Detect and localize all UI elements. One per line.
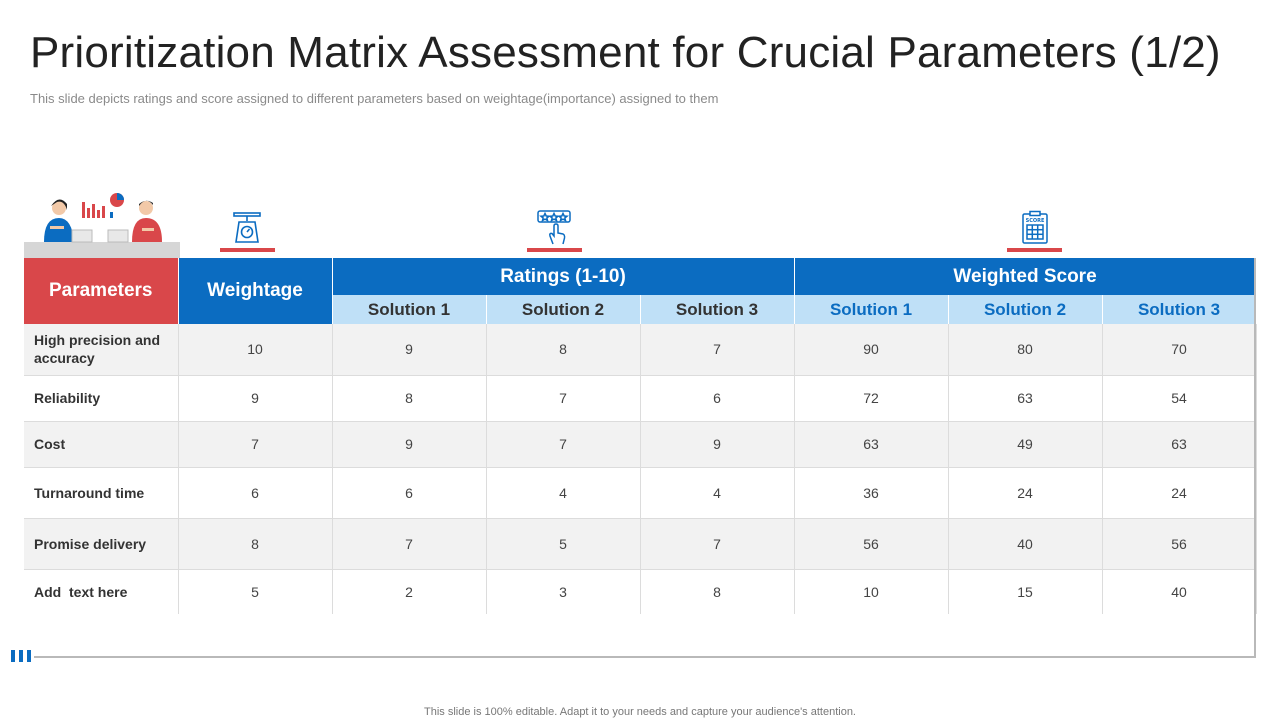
row-weightage: 6 xyxy=(178,467,333,519)
header-ratings: Ratings (1-10) xyxy=(332,258,795,295)
row-weightage: 8 xyxy=(178,518,333,570)
row-rating-2: 8 xyxy=(486,324,641,376)
header-score-solution-1: Solution 1 xyxy=(794,295,949,324)
header-rating-solution-1: Solution 1 xyxy=(332,295,487,324)
score-icon-bar xyxy=(1007,248,1062,252)
row-score-2: 40 xyxy=(948,518,1103,570)
row-score-1: 63 xyxy=(794,421,949,468)
table-row: Add text here 5 2 3 8 10 15 40 xyxy=(24,569,1257,614)
row-rating-1: 9 xyxy=(332,421,487,468)
row-score-1: 36 xyxy=(794,467,949,519)
header-score-solution-2: Solution 2 xyxy=(948,295,1103,324)
row-rating-3: 9 xyxy=(640,421,795,468)
rating-stars-hand-icon xyxy=(536,208,572,246)
table-frame-right xyxy=(1254,258,1256,658)
row-parameter: Add text here xyxy=(24,569,179,614)
row-rating-3: 4 xyxy=(640,467,795,519)
row-rating-1: 7 xyxy=(332,518,487,570)
footer-note: This slide is 100% editable. Adapt it to… xyxy=(424,706,856,718)
row-rating-1: 2 xyxy=(332,569,487,614)
row-score-3: 56 xyxy=(1102,518,1257,570)
table-row: Turnaround time 6 6 4 4 36 24 24 xyxy=(24,467,1257,519)
row-weightage: 5 xyxy=(178,569,333,614)
row-score-3: 63 xyxy=(1102,421,1257,468)
row-parameter: Promise delivery xyxy=(24,518,179,570)
slide-marker-icon xyxy=(11,650,35,662)
row-rating-3: 8 xyxy=(640,569,795,614)
business-people-meeting-illustration xyxy=(24,190,180,258)
row-weightage: 7 xyxy=(178,421,333,468)
header-score-solution-3: Solution 3 xyxy=(1102,295,1257,324)
row-rating-2: 5 xyxy=(486,518,641,570)
row-score-2: 63 xyxy=(948,375,1103,422)
row-score-2: 49 xyxy=(948,421,1103,468)
row-score-3: 70 xyxy=(1102,324,1257,376)
row-rating-2: 4 xyxy=(486,467,641,519)
score-icon-label: SCORE xyxy=(1026,218,1045,224)
table-row: Cost 7 9 7 9 63 49 63 xyxy=(24,421,1257,468)
row-score-3: 40 xyxy=(1102,569,1257,614)
row-rating-1: 6 xyxy=(332,467,487,519)
row-rating-1: 8 xyxy=(332,375,487,422)
row-rating-2: 3 xyxy=(486,569,641,614)
header-rating-solution-3: Solution 3 xyxy=(640,295,795,324)
header-rating-solution-2: Solution 2 xyxy=(486,295,641,324)
row-score-1: 72 xyxy=(794,375,949,422)
row-score-1: 90 xyxy=(794,324,949,376)
table-frame-bottom xyxy=(34,656,1256,658)
row-rating-2: 7 xyxy=(486,421,641,468)
row-rating-3: 6 xyxy=(640,375,795,422)
header-weightage: Weightage xyxy=(178,258,333,324)
page-subtitle: This slide depicts ratings and score ass… xyxy=(30,91,719,106)
row-weightage: 9 xyxy=(178,375,333,422)
row-parameter: Turnaround time xyxy=(24,467,179,519)
table-row: Promise delivery 8 7 5 7 56 40 56 xyxy=(24,518,1257,570)
page-title: Prioritization Matrix Assessment for Cru… xyxy=(30,28,1221,77)
header-weighted-score: Weighted Score xyxy=(794,258,1257,295)
row-rating-1: 9 xyxy=(332,324,487,376)
row-score-3: 54 xyxy=(1102,375,1257,422)
row-score-1: 10 xyxy=(794,569,949,614)
row-rating-2: 7 xyxy=(486,375,641,422)
row-score-2: 15 xyxy=(948,569,1103,614)
weighing-scale-icon xyxy=(230,210,264,244)
table-row: Reliability 9 8 7 6 72 63 54 xyxy=(24,375,1257,422)
header-parameters: Parameters xyxy=(24,258,179,324)
row-rating-3: 7 xyxy=(640,324,795,376)
weightage-icon-bar xyxy=(220,248,275,252)
row-score-1: 56 xyxy=(794,518,949,570)
row-parameter: Reliability xyxy=(24,375,179,422)
row-score-3: 24 xyxy=(1102,467,1257,519)
score-clipboard-icon: SCORE xyxy=(1021,210,1049,244)
row-weightage: 10 xyxy=(178,324,333,376)
prioritization-matrix-table: Parameters Weightage Ratings (1-10) Weig… xyxy=(24,258,1257,614)
row-score-2: 24 xyxy=(948,467,1103,519)
row-parameter: High precision and accuracy xyxy=(24,324,179,376)
ratings-icon-bar xyxy=(527,248,582,252)
row-rating-3: 7 xyxy=(640,518,795,570)
row-parameter: Cost xyxy=(24,421,179,468)
table-row: High precision and accuracy 10 9 8 7 90 … xyxy=(24,324,1257,376)
row-score-2: 80 xyxy=(948,324,1103,376)
